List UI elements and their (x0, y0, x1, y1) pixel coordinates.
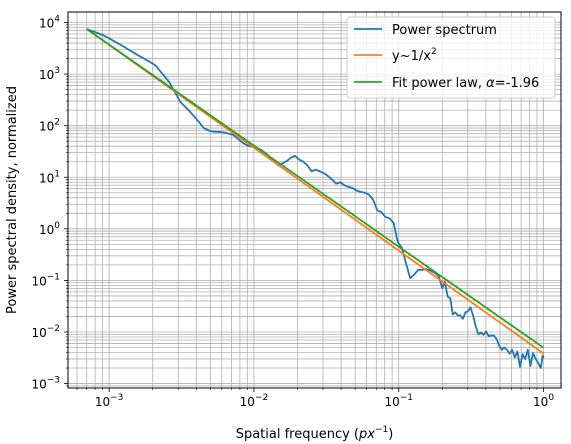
y-axis-label: Power spectral density, normalized (5, 86, 20, 314)
legend-label-power-spectrum: Power spectrum (392, 23, 497, 38)
y-tick-label: 100 (39, 221, 60, 237)
x-tick-label-exp: −2 (255, 393, 268, 403)
x-tick-label-base: 10 (533, 395, 548, 409)
y-tick-label: 102 (39, 118, 60, 134)
y-tick-label-base: 10 (39, 68, 54, 82)
y-tick-label-exp: 4 (54, 15, 60, 25)
series-power-spectrum (86, 28, 545, 369)
y-tick-label-exp: −1 (47, 272, 60, 282)
y-tick-label-base: 10 (39, 171, 54, 185)
series-fit-power-law (86, 28, 545, 349)
axes-frame (67, 11, 562, 389)
y-tick-label: 101 (39, 169, 60, 185)
y-tick-label: 104 (39, 15, 60, 31)
y-tick-label-base: 10 (31, 326, 46, 340)
y-tick-label-base: 10 (31, 274, 46, 288)
y-tick-label-exp: −2 (47, 324, 60, 334)
x-tick-label: 100 (533, 393, 554, 409)
y-tick-label-base: 10 (31, 378, 46, 392)
y-tick-label-exp: 1 (54, 169, 60, 179)
x-tick-label-base: 10 (240, 395, 255, 409)
y-tick-label: 103 (39, 66, 60, 82)
legend: Power spectrum y~1/x2 Fit power law, α=-… (346, 16, 556, 99)
y-tick-label-base: 10 (39, 120, 54, 134)
legend-label-fit-symbol: α (486, 76, 495, 91)
legend-label-fit-suffix: =-1.96 (495, 76, 540, 91)
x-axis-label-close-paren: ) (388, 427, 393, 442)
x-axis-label: Spatial frequency (px−1) (236, 425, 394, 442)
legend-entry-inverse-square: y~1/x2 (354, 47, 437, 64)
grid-major (68, 12, 561, 388)
x-tick-label: 10−2 (240, 393, 269, 409)
legend-label-inverse-square: y~1/x2 (392, 47, 437, 64)
x-tick-label: 10−1 (384, 393, 413, 409)
legend-entry-fit-power-law: Fit power law, α=-1.96 (354, 76, 539, 91)
y-tick-label: 10−2 (31, 324, 60, 340)
x-tick-label: 10−3 (95, 393, 124, 409)
y-tick-label-base: 10 (39, 17, 54, 31)
series-layer (86, 28, 545, 369)
x-tick-label-exp: 0 (548, 393, 554, 403)
x-axis-label-unit: px (358, 427, 375, 442)
x-axis-label-open-paren: ( (354, 427, 359, 442)
y-tick-label: 10−3 (31, 376, 60, 392)
legend-label-fit-prefix: Fit power law, (392, 76, 486, 91)
x-axis-label-unit-exp: −1 (375, 425, 388, 435)
x-axis: 10−3 10−2 10−1 100 (76, 388, 554, 409)
legend-label-inverse-square-sup: 2 (431, 47, 437, 57)
legend-entry-power-spectrum: Power spectrum (354, 23, 497, 38)
x-tick-label-base: 10 (95, 395, 110, 409)
y-tick-label-base: 10 (39, 223, 54, 237)
x-tick-label-exp: −3 (110, 393, 123, 403)
y-tick-label-exp: 3 (54, 66, 60, 76)
y-tick-label-exp: 2 (54, 118, 60, 128)
y-tick-label: 10−1 (31, 272, 60, 288)
y-tick-label-exp: 0 (54, 221, 60, 231)
legend-label-inverse-square-prefix: y~1/x (392, 49, 431, 64)
x-tick-label-base: 10 (384, 395, 399, 409)
legend-label-fit-power-law: Fit power law, α=-1.96 (392, 76, 539, 91)
legend-box (346, 16, 556, 99)
x-axis-label-text: Spatial frequency (236, 427, 350, 442)
y-tick-label-exp: −3 (47, 376, 60, 386)
x-tick-label-exp: −1 (400, 393, 413, 403)
